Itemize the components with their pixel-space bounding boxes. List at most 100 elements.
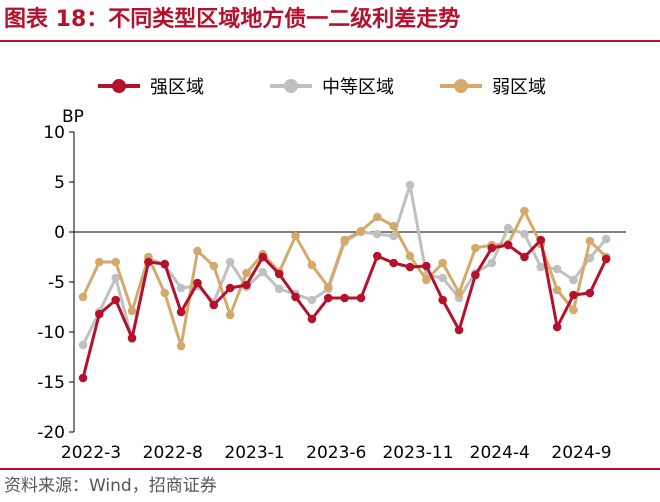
x-tick-label: 2022-8	[143, 443, 203, 463]
footer-divider	[0, 468, 660, 470]
data-point	[569, 290, 578, 300]
data-point	[471, 243, 480, 253]
data-point	[78, 292, 88, 302]
series-line	[81, 238, 608, 379]
data-point	[454, 288, 464, 298]
data-point	[422, 275, 431, 285]
data-point	[111, 257, 120, 267]
data-point	[340, 293, 349, 303]
data-point	[585, 288, 595, 298]
legend-label: 强区域	[150, 77, 204, 98]
legend-swatch-marker	[112, 79, 126, 93]
y-tick-label: 10	[43, 123, 65, 143]
data-point	[258, 267, 268, 277]
legend: 强区域 中等区域 弱区域	[98, 77, 546, 98]
legend-swatch-marker	[454, 79, 468, 93]
data-point	[193, 246, 202, 256]
data-point	[552, 264, 562, 274]
data-point	[601, 234, 611, 244]
data-point	[454, 325, 464, 335]
data-point	[373, 212, 382, 222]
data-point	[111, 273, 120, 283]
data-point	[552, 285, 562, 295]
data-point	[144, 257, 153, 267]
data-point	[503, 240, 513, 250]
data-point	[405, 251, 415, 261]
data-point	[193, 278, 202, 288]
series-1	[78, 180, 611, 350]
data-point	[291, 231, 300, 241]
source-note: 资料来源：Wind，招商证券	[4, 476, 217, 496]
data-point	[323, 282, 333, 292]
data-point	[323, 293, 333, 303]
data-point	[127, 333, 137, 343]
data-point	[405, 262, 415, 272]
x-tick-label: 2023-6	[306, 443, 366, 463]
data-point	[487, 258, 497, 268]
data-point	[225, 257, 235, 267]
y-tick-label: -20	[37, 423, 65, 443]
data-point	[438, 258, 448, 268]
data-point	[389, 258, 398, 268]
legend-item: 中等区域	[270, 77, 394, 98]
data-point	[242, 268, 251, 278]
title-divider	[0, 40, 660, 42]
data-point	[176, 307, 186, 317]
data-point	[95, 257, 104, 267]
y-axis-label: BP	[62, 107, 84, 127]
data-point	[274, 284, 284, 294]
data-point	[160, 259, 170, 269]
data-point	[438, 295, 448, 305]
y-axis: 10 5 0 -5 -10 -15 -20	[37, 123, 75, 443]
y-tick-label: -10	[37, 323, 65, 343]
data-point	[78, 340, 88, 350]
data-point	[307, 314, 317, 324]
x-tick-label: 2024-9	[551, 443, 611, 463]
data-point	[307, 295, 317, 305]
page-title: 图表 18：不同类型区域地方债一二级利差走势	[4, 7, 461, 32]
data-point	[569, 275, 578, 285]
data-point	[471, 270, 480, 280]
x-tick-label: 2023-11	[382, 443, 453, 463]
data-point	[487, 243, 497, 253]
data-point	[258, 252, 268, 262]
data-point	[569, 305, 578, 315]
series-0	[78, 235, 611, 383]
data-point	[356, 226, 366, 236]
y-tick-label: 0	[54, 223, 65, 243]
data-point	[291, 292, 300, 302]
data-point	[405, 180, 415, 190]
data-point	[209, 300, 219, 310]
data-point	[389, 221, 398, 231]
legend-swatch-marker	[284, 79, 298, 93]
series-2	[78, 206, 611, 351]
data-point	[176, 283, 186, 293]
legend-label: 弱区域	[492, 77, 546, 98]
data-point	[225, 310, 235, 320]
x-axis: 2022-3 2022-8 2023-1 2023-6 2023-11 2024-4 202…	[61, 231, 626, 463]
data-point	[225, 283, 235, 293]
data-point	[78, 373, 88, 383]
data-point	[95, 309, 104, 319]
data-point	[438, 273, 448, 283]
x-tick-label: 2024-4	[470, 443, 530, 463]
data-point	[601, 254, 611, 264]
data-point	[209, 261, 219, 271]
series-group	[78, 180, 611, 383]
data-point	[536, 235, 546, 245]
data-point	[520, 229, 529, 239]
legend-label: 中等区域	[322, 77, 394, 98]
y-tick-label: -15	[37, 373, 65, 393]
data-point	[389, 231, 398, 241]
data-point	[340, 235, 349, 245]
x-tick-label: 2023-1	[224, 443, 284, 463]
data-point	[176, 341, 186, 351]
data-point	[503, 223, 513, 233]
data-point	[520, 252, 529, 262]
data-point	[373, 229, 382, 239]
y-tick-label: -5	[48, 273, 65, 293]
data-point	[242, 280, 251, 290]
data-point	[127, 306, 137, 316]
data-point	[520, 206, 529, 216]
